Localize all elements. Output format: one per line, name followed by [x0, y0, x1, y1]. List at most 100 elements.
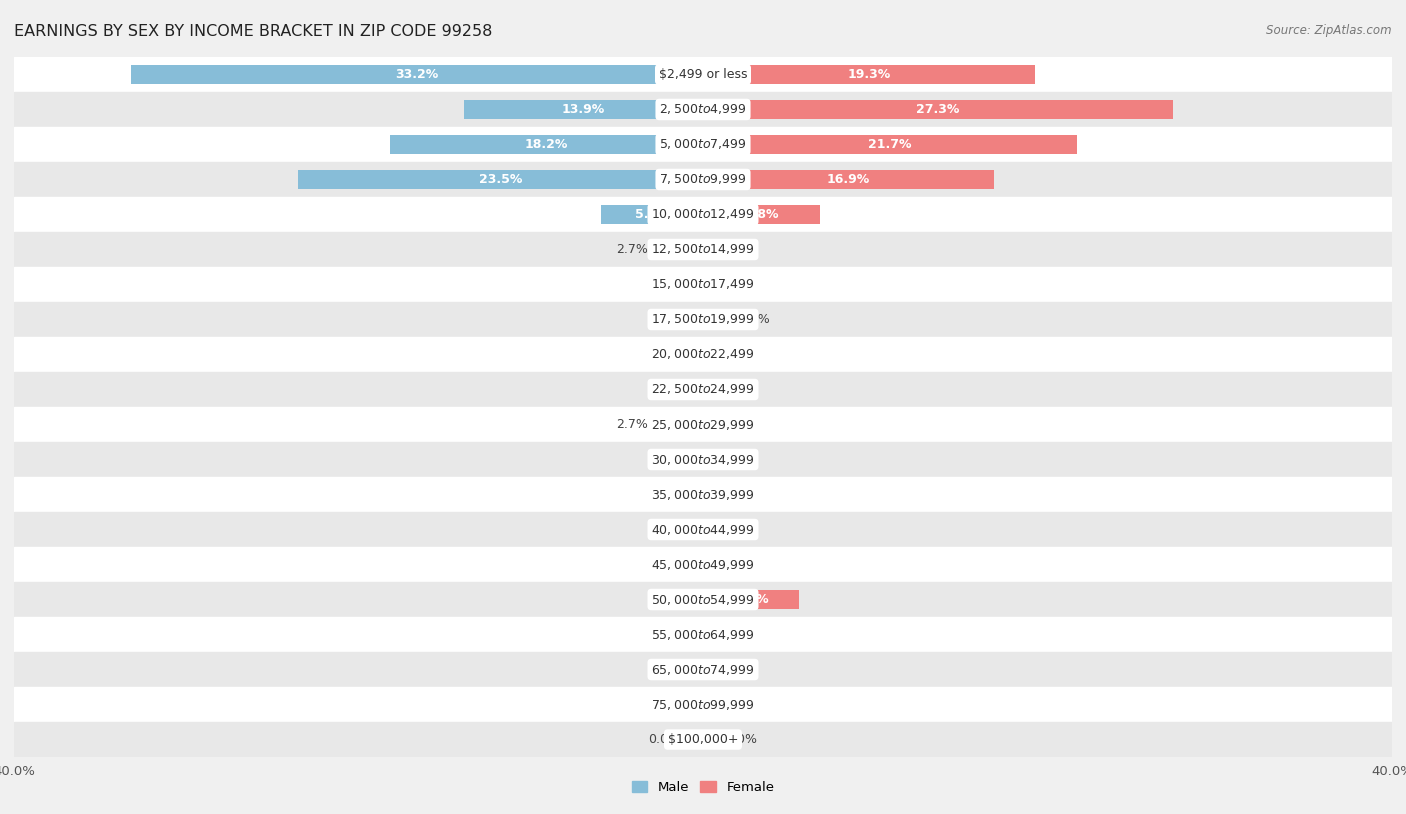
Text: 5.9%: 5.9%: [636, 208, 669, 221]
Text: $22,500 to $24,999: $22,500 to $24,999: [651, 383, 755, 396]
Bar: [689, 485, 703, 504]
Text: 13.9%: 13.9%: [561, 103, 605, 116]
Text: 16.9%: 16.9%: [827, 173, 870, 186]
Text: 0.0%: 0.0%: [725, 278, 758, 291]
Bar: [703, 170, 994, 189]
Bar: [14, 512, 1392, 547]
Bar: [14, 372, 1392, 407]
Bar: [14, 57, 1392, 92]
Bar: [703, 555, 717, 574]
Text: $100,000+: $100,000+: [668, 733, 738, 746]
Bar: [689, 520, 703, 539]
Bar: [14, 232, 1392, 267]
Text: $45,000 to $49,999: $45,000 to $49,999: [651, 558, 755, 571]
Text: 21.7%: 21.7%: [868, 138, 911, 151]
Text: $35,000 to $39,999: $35,000 to $39,999: [651, 488, 755, 501]
Text: $30,000 to $34,999: $30,000 to $34,999: [651, 453, 755, 466]
Bar: [689, 310, 703, 329]
Bar: [703, 380, 717, 399]
Bar: [14, 267, 1392, 302]
Bar: [14, 127, 1392, 162]
Bar: [689, 380, 703, 399]
Text: 0.0%: 0.0%: [648, 733, 681, 746]
Bar: [703, 205, 820, 224]
Text: 0.0%: 0.0%: [648, 523, 681, 536]
Bar: [703, 345, 717, 364]
Bar: [689, 275, 703, 294]
Bar: [14, 407, 1392, 442]
Text: 0.0%: 0.0%: [648, 348, 681, 361]
Bar: [703, 520, 717, 539]
Text: 0.0%: 0.0%: [725, 418, 758, 431]
Bar: [703, 450, 717, 469]
Text: 0.8%: 0.8%: [725, 243, 758, 256]
Bar: [14, 582, 1392, 617]
Text: 0.0%: 0.0%: [725, 733, 758, 746]
Bar: [657, 240, 703, 259]
Bar: [703, 275, 717, 294]
Bar: [14, 162, 1392, 197]
Text: 0.0%: 0.0%: [648, 628, 681, 641]
Text: $75,000 to $99,999: $75,000 to $99,999: [651, 698, 755, 711]
Text: 18.2%: 18.2%: [524, 138, 568, 151]
Text: 0.0%: 0.0%: [648, 313, 681, 326]
Bar: [14, 337, 1392, 372]
Bar: [689, 345, 703, 364]
Text: $2,500 to $4,999: $2,500 to $4,999: [659, 103, 747, 116]
Bar: [689, 625, 703, 644]
Text: 0.0%: 0.0%: [725, 663, 758, 676]
Bar: [14, 442, 1392, 477]
Bar: [298, 170, 703, 189]
Bar: [131, 65, 703, 84]
Text: $25,000 to $29,999: $25,000 to $29,999: [651, 418, 755, 431]
Bar: [689, 590, 703, 609]
Bar: [14, 302, 1392, 337]
Text: 0.0%: 0.0%: [648, 453, 681, 466]
Text: $55,000 to $64,999: $55,000 to $64,999: [651, 628, 755, 641]
Text: 0.0%: 0.0%: [725, 488, 758, 501]
Bar: [14, 687, 1392, 722]
Bar: [14, 722, 1392, 757]
Bar: [14, 92, 1392, 127]
Text: 6.8%: 6.8%: [744, 208, 779, 221]
Text: 0.0%: 0.0%: [648, 698, 681, 711]
Text: 19.3%: 19.3%: [848, 68, 891, 81]
Bar: [689, 450, 703, 469]
Text: 0.0%: 0.0%: [725, 523, 758, 536]
Text: 0.0%: 0.0%: [725, 383, 758, 396]
Bar: [703, 695, 717, 714]
Text: $40,000 to $44,999: $40,000 to $44,999: [651, 523, 755, 536]
Bar: [703, 625, 717, 644]
Bar: [703, 660, 717, 679]
Text: $15,000 to $17,499: $15,000 to $17,499: [651, 278, 755, 291]
Text: EARNINGS BY SEX BY INCOME BRACKET IN ZIP CODE 99258: EARNINGS BY SEX BY INCOME BRACKET IN ZIP…: [14, 24, 492, 39]
Bar: [464, 100, 703, 119]
Bar: [689, 555, 703, 574]
Bar: [657, 415, 703, 434]
Text: $10,000 to $12,499: $10,000 to $12,499: [651, 208, 755, 221]
Text: $12,500 to $14,999: $12,500 to $14,999: [651, 243, 755, 256]
Bar: [14, 197, 1392, 232]
Text: 0.0%: 0.0%: [648, 593, 681, 606]
Text: 2.7%: 2.7%: [616, 418, 648, 431]
Text: 0.0%: 0.0%: [648, 383, 681, 396]
Bar: [689, 660, 703, 679]
Bar: [602, 205, 703, 224]
Bar: [14, 477, 1392, 512]
Text: 0.0%: 0.0%: [725, 453, 758, 466]
Text: 2.7%: 2.7%: [616, 243, 648, 256]
Text: 0.0%: 0.0%: [725, 698, 758, 711]
Bar: [703, 65, 1035, 84]
Text: 0.0%: 0.0%: [648, 278, 681, 291]
Text: 33.2%: 33.2%: [395, 68, 439, 81]
Text: Source: ZipAtlas.com: Source: ZipAtlas.com: [1267, 24, 1392, 37]
Text: $50,000 to $54,999: $50,000 to $54,999: [651, 593, 755, 606]
Text: $17,500 to $19,999: $17,500 to $19,999: [651, 313, 755, 326]
Bar: [703, 485, 717, 504]
Text: 0.0%: 0.0%: [648, 663, 681, 676]
Bar: [703, 415, 717, 434]
Text: 27.3%: 27.3%: [917, 103, 960, 116]
Bar: [689, 730, 703, 749]
Bar: [703, 240, 717, 259]
Legend: Male, Female: Male, Female: [626, 776, 780, 799]
